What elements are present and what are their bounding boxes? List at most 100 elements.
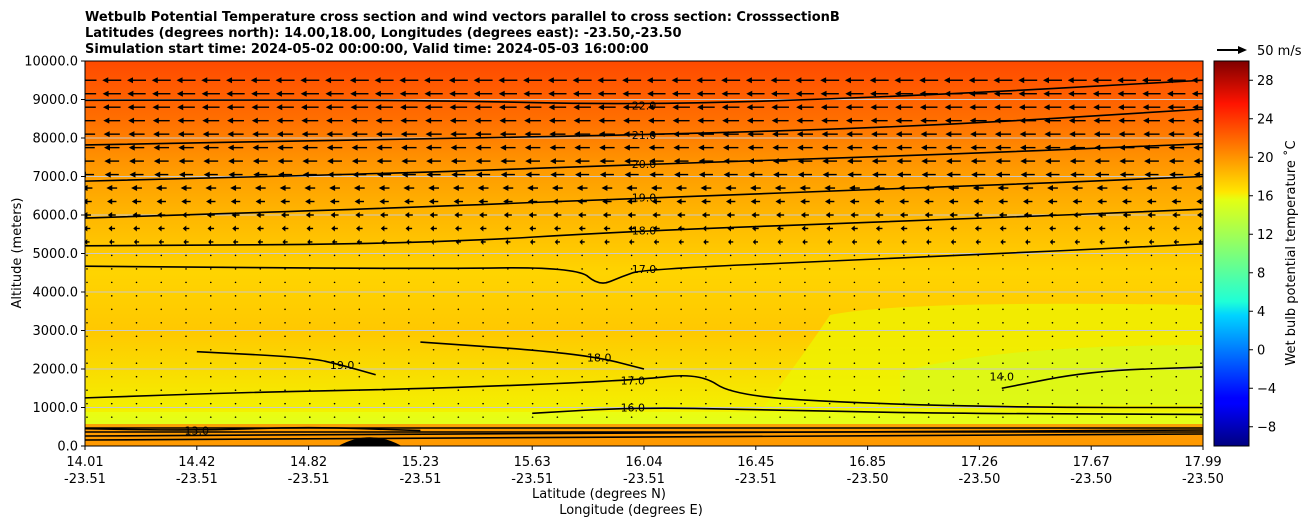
wind-vector	[950, 225, 954, 232]
wind-vector	[1171, 198, 1177, 205]
wind-vector	[847, 171, 854, 178]
wind-vector	[108, 225, 113, 232]
wind-vector	[1125, 254, 1128, 257]
wind-vector	[457, 402, 460, 405]
wind-vector	[952, 322, 955, 324]
wind-vector	[846, 131, 853, 138]
wind-vector	[406, 238, 410, 245]
wind-vector	[894, 77, 901, 84]
wind-vector	[1093, 131, 1100, 138]
wind-vector	[627, 212, 633, 218]
wind-vector	[531, 348, 534, 351]
wind-vector	[358, 416, 361, 418]
wind-vector	[1141, 77, 1148, 84]
wind-vector	[110, 308, 113, 311]
wind-vector	[135, 281, 138, 284]
wind-vector	[375, 117, 382, 124]
wind-vector	[531, 416, 534, 418]
wind-vector	[878, 416, 880, 418]
wind-vector	[573, 104, 580, 111]
wind-vector	[824, 185, 831, 192]
wind-vector	[309, 402, 311, 405]
wind-vector	[993, 77, 1000, 84]
contour-line	[85, 208, 1203, 247]
wind-vector	[300, 90, 307, 97]
wind-vector	[383, 389, 385, 391]
wind-vector	[110, 375, 113, 378]
wind-vector	[531, 335, 534, 338]
wind-vector	[998, 212, 1004, 218]
wind-vector	[110, 348, 113, 351]
wind-vector	[1026, 308, 1029, 311]
wind-vector	[1175, 308, 1178, 311]
wind-vector	[896, 144, 903, 151]
wind-vector	[234, 348, 237, 351]
wind-vector	[333, 335, 336, 338]
wind-vector	[209, 322, 212, 324]
wind-vector	[549, 144, 556, 151]
wind-vector	[135, 254, 138, 257]
wind-vector	[1175, 375, 1178, 378]
wind-vector	[209, 389, 212, 391]
wind-vector	[898, 185, 905, 192]
x-tick-label-longitude: -23.51	[288, 472, 330, 487]
wind-vector	[282, 238, 286, 245]
wind-vector	[209, 268, 212, 270]
wind-vector	[531, 322, 534, 324]
x-tick-label-longitude: -23.51	[735, 472, 777, 487]
wind-vector	[349, 77, 356, 84]
wind-vector	[747, 144, 754, 151]
wind-vector	[482, 254, 484, 257]
wind-vector	[903, 322, 905, 324]
wind-vector	[927, 389, 930, 391]
wind-vector	[234, 254, 237, 257]
wind-vector	[828, 335, 831, 338]
wind-vector	[176, 90, 183, 97]
wind-vector	[234, 295, 237, 297]
colorbar-tick-label: 12	[1257, 228, 1274, 243]
wind-vector	[300, 77, 307, 84]
wind-vector	[1193, 144, 1200, 151]
wind-vector	[697, 104, 704, 111]
wind-vector	[923, 198, 930, 205]
wind-vector	[825, 212, 831, 218]
wind-vector	[252, 144, 259, 151]
wind-vector	[853, 295, 856, 297]
wind-vector	[309, 268, 311, 270]
wind-vector	[748, 158, 754, 165]
wind-vector	[630, 389, 633, 391]
wind-vector	[943, 77, 950, 84]
contour-label: 19.0	[632, 192, 657, 205]
wind-vector	[1143, 144, 1150, 151]
wind-vector	[284, 281, 286, 284]
wind-vector	[1150, 375, 1153, 378]
wind-vector	[903, 362, 905, 365]
wind-vector	[500, 144, 507, 151]
wind-vector	[1101, 322, 1103, 324]
wind-vector	[259, 362, 262, 365]
wind-vector	[946, 158, 953, 165]
wind-vector	[977, 402, 979, 405]
wind-vector	[746, 104, 753, 111]
wind-vector	[400, 131, 407, 138]
wind-vector	[581, 362, 583, 365]
wind-vector	[326, 131, 333, 138]
contour-label: 21.0	[632, 129, 657, 142]
wind-vector	[872, 171, 879, 178]
wind-vector	[606, 402, 608, 405]
contour-line	[85, 79, 1203, 105]
wind-vector	[779, 254, 781, 257]
wind-vector	[554, 238, 558, 245]
wind-vector	[78, 104, 84, 110]
wind-vector	[527, 185, 534, 192]
wind-vector	[952, 375, 955, 378]
wind-vector	[524, 131, 531, 138]
wind-vector	[646, 77, 653, 84]
wind-vector	[203, 144, 210, 151]
wind-vector	[252, 131, 259, 138]
wind-vector	[870, 117, 877, 124]
wind-vector	[1051, 362, 1054, 365]
x-tick-label-longitude: -23.51	[511, 472, 553, 487]
wind-vector	[383, 268, 385, 270]
wind-vector	[110, 389, 113, 391]
